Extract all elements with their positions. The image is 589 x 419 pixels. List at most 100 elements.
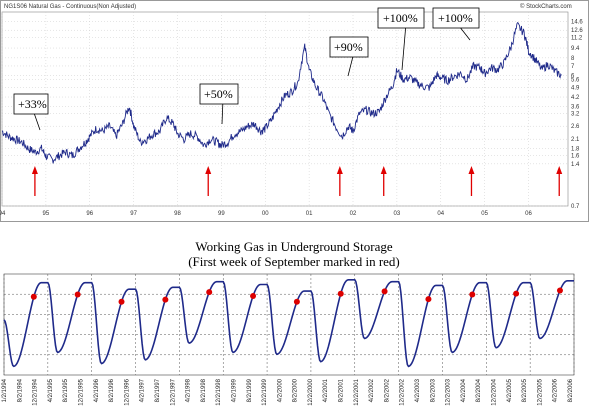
september-marker — [425, 296, 432, 303]
september-marker — [250, 292, 257, 299]
callout-pointer — [34, 113, 41, 131]
storage-x-tick-label: 4/2/1999 — [231, 378, 237, 402]
september-marker — [30, 293, 37, 300]
price-annotations: +33% +50% +90% +100% +100% — [13, 7, 563, 196]
price-line — [1, 22, 562, 164]
y-tick-label: 4.2 — [571, 95, 580, 101]
y-tick-label: 3.6 — [571, 104, 580, 110]
y-tick-label: 3.2 — [571, 112, 580, 118]
callout-box — [377, 7, 425, 29]
storage-x-tick-label: 12/2/1994 — [33, 378, 39, 405]
y-tick-label: 1.4 — [571, 162, 580, 168]
storage-x-tick-label: 12/2/1997 — [170, 378, 176, 405]
y-tick-label: 1.8 — [571, 147, 580, 153]
september-marker — [469, 291, 476, 298]
x-tick-label: 05 — [481, 211, 488, 217]
storage-x-tick-label: 12/2/2003 — [446, 378, 452, 405]
price-chart: NG1S06 Natural Gas - Continuous(Non Adju… — [0, 0, 589, 222]
y-tick-label: 6 — [571, 73, 575, 79]
price-series — [1, 22, 562, 164]
storage-x-tick-label: 8/2/2001 — [339, 378, 345, 402]
storage-chart: Working Gas in Underground Storage (Firs… — [2, 239, 575, 406]
red-arrow-icon — [31, 166, 38, 174]
x-tick-label: 98 — [174, 211, 181, 217]
storage-x-tick-label: 8/2/2000 — [293, 378, 299, 402]
storage-x-tick-label: 8/2/2005 — [522, 378, 528, 402]
watermark: © StockCharts.com — [520, 3, 572, 10]
y-tick-label: 8 — [571, 56, 575, 62]
storage-plot-area — [3, 273, 575, 376]
storage-x-tick-label: 4/2/2005 — [507, 378, 513, 402]
y-tick-label: 5.6 — [571, 78, 580, 84]
price-plot-area — [1, 11, 569, 207]
red-arrow-icon — [380, 166, 387, 174]
callout-label: +100% — [383, 11, 418, 25]
storage-x-tick-label: 4/2/1998 — [186, 378, 192, 402]
callout-box — [199, 83, 239, 105]
storage-x-tick-label: 12/2/1995 — [78, 378, 84, 405]
x-tick-label: 00 — [262, 211, 269, 217]
september-marker — [293, 298, 300, 305]
storage-x-tick-label: 12/2/1998 — [216, 378, 222, 405]
storage-title: Working Gas in Underground Storage — [195, 239, 393, 254]
price-y-axis: 0.7 1.4 1.61.8 2.1 2.6 3.2 3.6 4.2 4.9 5.66 7 8 9.4 1… — [571, 19, 583, 210]
storage-x-tick-label: 4/2/2001 — [323, 378, 329, 402]
storage-x-tick-label: 4/2/2003 — [415, 378, 421, 402]
storage-x-tick-label: 8/2/1995 — [63, 378, 69, 402]
storage-x-tick-label: 4/2/1995 — [48, 378, 54, 402]
storage-x-tick-label: 4/2/2000 — [277, 378, 283, 402]
storage-x-tick-label: 8/2/2004 — [476, 378, 482, 402]
x-tick-label: 95 — [43, 211, 50, 217]
red-arrow-icon — [468, 166, 475, 174]
storage-x-tick-label: 8/2/1999 — [247, 378, 253, 402]
callout-label: +33% — [18, 97, 47, 111]
y-tick-label: 14.6 — [571, 19, 583, 25]
september-marker — [206, 289, 213, 296]
storage-x-tick-label: 12/2/2004 — [492, 378, 498, 405]
callout-pointer — [460, 27, 471, 41]
y-tick-label: 1.6 — [571, 154, 580, 160]
storage-x-tick-label: 8/2/2002 — [384, 378, 390, 402]
callout-pointer — [401, 27, 406, 71]
price-chart-header: NG1S06 Natural Gas - Continuous(Non Adju… — [4, 4, 136, 10]
red-arrow-icon — [336, 166, 343, 174]
callout-box — [432, 7, 480, 29]
x-tick-label: 03 — [394, 211, 401, 217]
callout-label: +100% — [438, 11, 473, 25]
storage-x-tick-label: 12/2/2000 — [308, 378, 314, 405]
y-tick-label: 11.2 — [571, 35, 583, 41]
x-tick-label: 96 — [86, 211, 93, 217]
storage-x-tick-label: 12/2/2005 — [537, 378, 543, 405]
x-tick-label: 97 — [130, 211, 137, 217]
storage-x-tick-label: 8/2/2006 — [568, 378, 574, 402]
september-marker — [337, 290, 344, 297]
callout-pointer — [221, 103, 224, 125]
september-marker — [162, 296, 169, 303]
storage-x-tick-label: 1/2/1994 — [2, 378, 8, 402]
y-tick-label: 2.6 — [571, 124, 580, 130]
x-tick-label: 99 — [218, 211, 225, 217]
september-marker — [118, 298, 125, 305]
storage-subtitle: (First week of September marked in red) — [188, 254, 400, 269]
y-tick-label: 9.4 — [571, 46, 580, 52]
x-tick-label: 01 — [306, 211, 313, 217]
y-tick-label: 7 — [571, 64, 575, 70]
x-tick-label: 02 — [350, 211, 357, 217]
storage-x-tick-label: 8/2/1997 — [155, 378, 161, 402]
storage-x-tick-label: 12/2/2002 — [400, 378, 406, 405]
red-arrow-icon — [556, 166, 563, 174]
september-marker — [513, 290, 520, 297]
storage-x-tick-label: 8/2/1998 — [201, 378, 207, 402]
callout-box — [329, 36, 369, 58]
september-markers — [30, 287, 563, 305]
storage-x-tick-label: 12/2/1996 — [124, 378, 130, 405]
storage-x-tick-label: 8/2/1994 — [17, 378, 23, 402]
september-marker — [74, 291, 81, 298]
price-grid — [1, 11, 569, 207]
storage-x-tick-label: 4/2/2002 — [369, 378, 375, 402]
callout-label: +50% — [204, 87, 233, 101]
x-tick-label: 06 — [525, 211, 532, 217]
storage-series — [3, 279, 574, 368]
storage-x-tick-label: 4/2/2006 — [553, 378, 559, 402]
storage-x-tick-label: 8/2/1996 — [109, 378, 115, 402]
